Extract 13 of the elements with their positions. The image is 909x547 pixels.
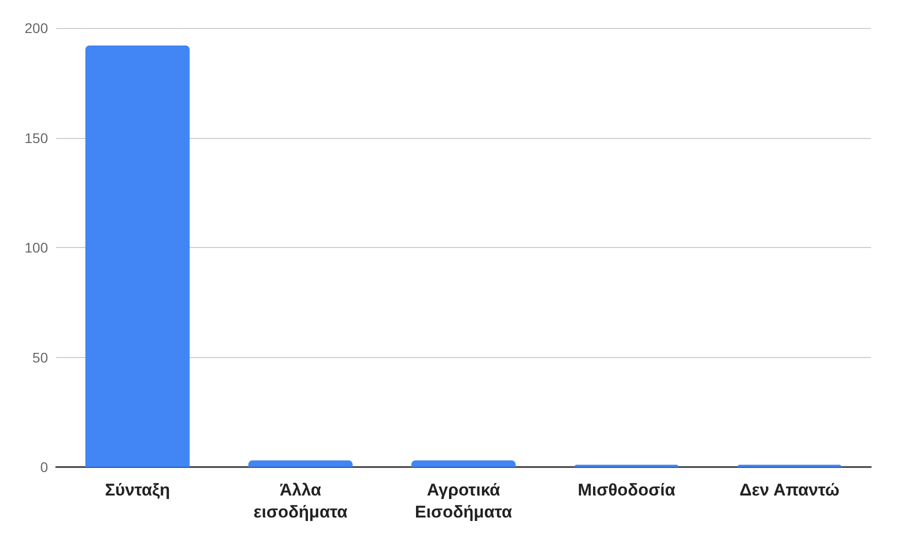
y-tick-label: 0 [40, 459, 48, 475]
bar [248, 460, 353, 467]
bar [411, 460, 516, 467]
x-tick-label: Σύνταξη [104, 480, 170, 500]
y-tick-label: 200 [24, 20, 48, 36]
x-tick-label: Μισθοδοσία [578, 480, 676, 500]
bar [85, 46, 190, 467]
x-tick-label: Δεν Απαντώ [739, 480, 840, 500]
y-tick-label: 100 [24, 240, 48, 256]
y-tick-label: 150 [24, 130, 48, 146]
y-tick-label: 50 [32, 349, 48, 366]
x-tick-label: Αγροτικά Εισοδήματα [414, 480, 513, 522]
x-tick-label: Άλλα εισοδήματα [254, 480, 348, 522]
